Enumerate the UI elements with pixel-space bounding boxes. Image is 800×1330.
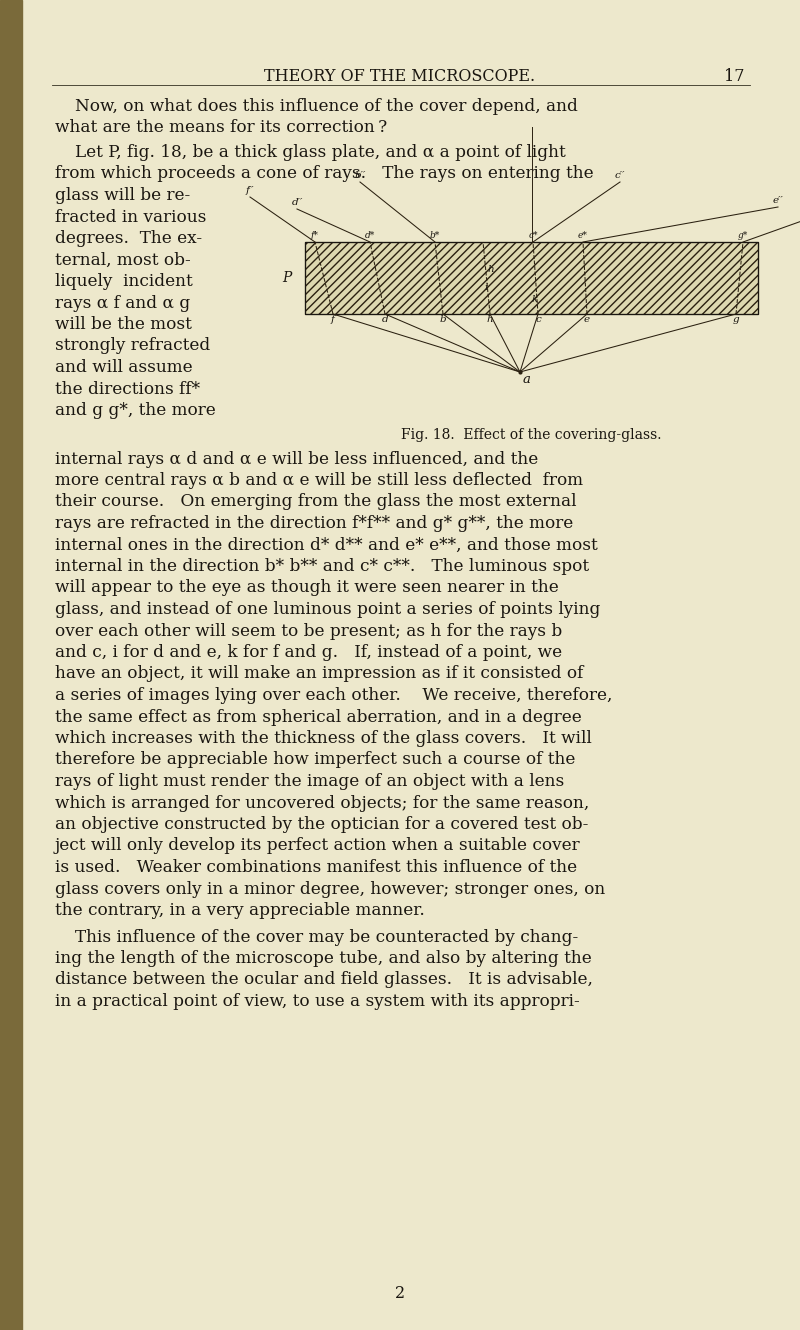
Text: glass covers only in a minor degree, however; stronger ones, on: glass covers only in a minor degree, how… [55,880,606,898]
Text: g*: g* [738,231,748,239]
Text: This influence of the cover may be counteracted by chang-: This influence of the cover may be count… [75,928,578,946]
Text: e: e [584,315,590,325]
Text: therefore be appreciable how imperfect such a course of the: therefore be appreciable how imperfect s… [55,751,575,769]
Text: more central rays α b and α e will be still less deflected  from: more central rays α b and α e will be st… [55,472,583,489]
Text: and will assume: and will assume [55,359,193,376]
Text: the directions ff*: the directions ff* [55,380,200,398]
Text: rays of light must render the image of an object with a lens: rays of light must render the image of a… [55,773,564,790]
Text: and c, i for d and e, k for f and g.   If, instead of a point, we: and c, i for d and e, k for f and g. If,… [55,644,562,661]
Text: from which proceeds a cone of rays.   The rays on entering the: from which proceeds a cone of rays. The … [55,165,594,182]
Text: liquely  incident: liquely incident [55,273,193,290]
Text: an objective constructed by the optician for a covered test ob-: an objective constructed by the optician… [55,817,588,833]
Text: h: h [486,315,494,325]
Bar [305,242,758,314]
Text: b*: b* [430,231,440,239]
Text: distance between the ocular and field glasses.   It is advisable,: distance between the ocular and field gl… [55,971,593,988]
Text: d*: d* [365,231,375,239]
Text: d′′: d′′ [291,198,302,207]
Text: f′′: f′′ [246,186,254,196]
Text: c: c [535,315,541,325]
Text: the contrary, in a very appreciable manner.: the contrary, in a very appreciable mann… [55,902,425,919]
Text: b: b [440,315,446,325]
Text: c*: c* [528,231,538,239]
Text: their course.   On emerging from the glass the most external: their course. On emerging from the glass… [55,493,577,511]
Text: fracted in various: fracted in various [55,209,206,226]
Text: rays α f and α g: rays α f and α g [55,294,190,311]
Bar [0,0,22,1330]
Text: degrees.  The ex-: degrees. The ex- [55,230,202,247]
Text: THEORY OF THE MICROSCOPE.: THEORY OF THE MICROSCOPE. [265,68,535,85]
Text: 2: 2 [395,1285,405,1302]
Text: rays are refracted in the direction f*f** and g* g**, the more: rays are refracted in the direction f*f*… [55,515,574,532]
Bar [305,242,758,314]
Text: g: g [733,315,739,325]
Text: in a practical point of view, to use a system with its appropri-: in a practical point of view, to use a s… [55,994,580,1009]
Text: d: d [382,315,388,325]
Text: e*: e* [578,231,588,239]
Text: internal rays α d and α e will be less influenced, and the: internal rays α d and α e will be less i… [55,451,538,468]
Text: e′′: e′′ [773,196,783,205]
Text: which increases with the thickness of the glass covers.   It will: which increases with the thickness of th… [55,730,592,747]
Text: which is arranged for uncovered objects; for the same reason,: which is arranged for uncovered objects;… [55,794,590,811]
Text: a series of images lying over each other.    We receive, therefore,: a series of images lying over each other… [55,688,612,704]
Text: f: f [331,315,335,325]
Text: glass, and instead of one luminous point a series of points lying: glass, and instead of one luminous point… [55,601,600,618]
Text: what are the means for its correction ?: what are the means for its correction ? [55,120,387,137]
Text: Let P, fig. 18, be a thick glass plate, and α a point of light: Let P, fig. 18, be a thick glass plate, … [75,144,566,161]
Text: a: a [523,372,531,386]
Text: over each other will seem to be present; as h for the rays b: over each other will seem to be present;… [55,622,562,640]
Text: i: i [484,282,488,291]
Text: have an object, it will make an impression as if it consisted of: have an object, it will make an impressi… [55,665,583,682]
Text: strongly refracted: strongly refracted [55,338,210,355]
Text: will appear to the eye as though it were seen nearer in the: will appear to the eye as though it were… [55,580,558,596]
Text: glass will be re-: glass will be re- [55,188,190,203]
Text: P: P [282,271,292,285]
Text: k: k [531,295,538,305]
Text: Fig. 18.  Effect of the covering-glass.: Fig. 18. Effect of the covering-glass. [402,428,662,443]
Text: internal ones in the direction d* d** and e* e**, and those most: internal ones in the direction d* d** an… [55,536,598,553]
Text: h: h [487,266,494,274]
Text: 17: 17 [725,68,745,85]
Text: c′′: c′′ [614,172,626,180]
Text: b′′: b′′ [354,172,366,180]
Text: the same effect as from spherical aberration, and in a degree: the same effect as from spherical aberra… [55,709,582,725]
Text: is used.   Weaker combinations manifest this influence of the: is used. Weaker combinations manifest th… [55,859,577,876]
Text: ing the length of the microscope tube, and also by altering the: ing the length of the microscope tube, a… [55,950,592,967]
Text: internal in the direction b* b** and c* c**.   The luminous spot: internal in the direction b* b** and c* … [55,559,589,575]
Text: and g g*, the more: and g g*, the more [55,402,216,419]
Text: f*: f* [311,231,319,239]
Text: ternal, most ob-: ternal, most ob- [55,251,190,269]
Text: will be the most: will be the most [55,317,192,332]
Text: Now, on what does this influence of the cover depend, and: Now, on what does this influence of the … [75,98,578,114]
Text: ject will only develop its perfect action when a suitable cover: ject will only develop its perfect actio… [55,838,581,854]
